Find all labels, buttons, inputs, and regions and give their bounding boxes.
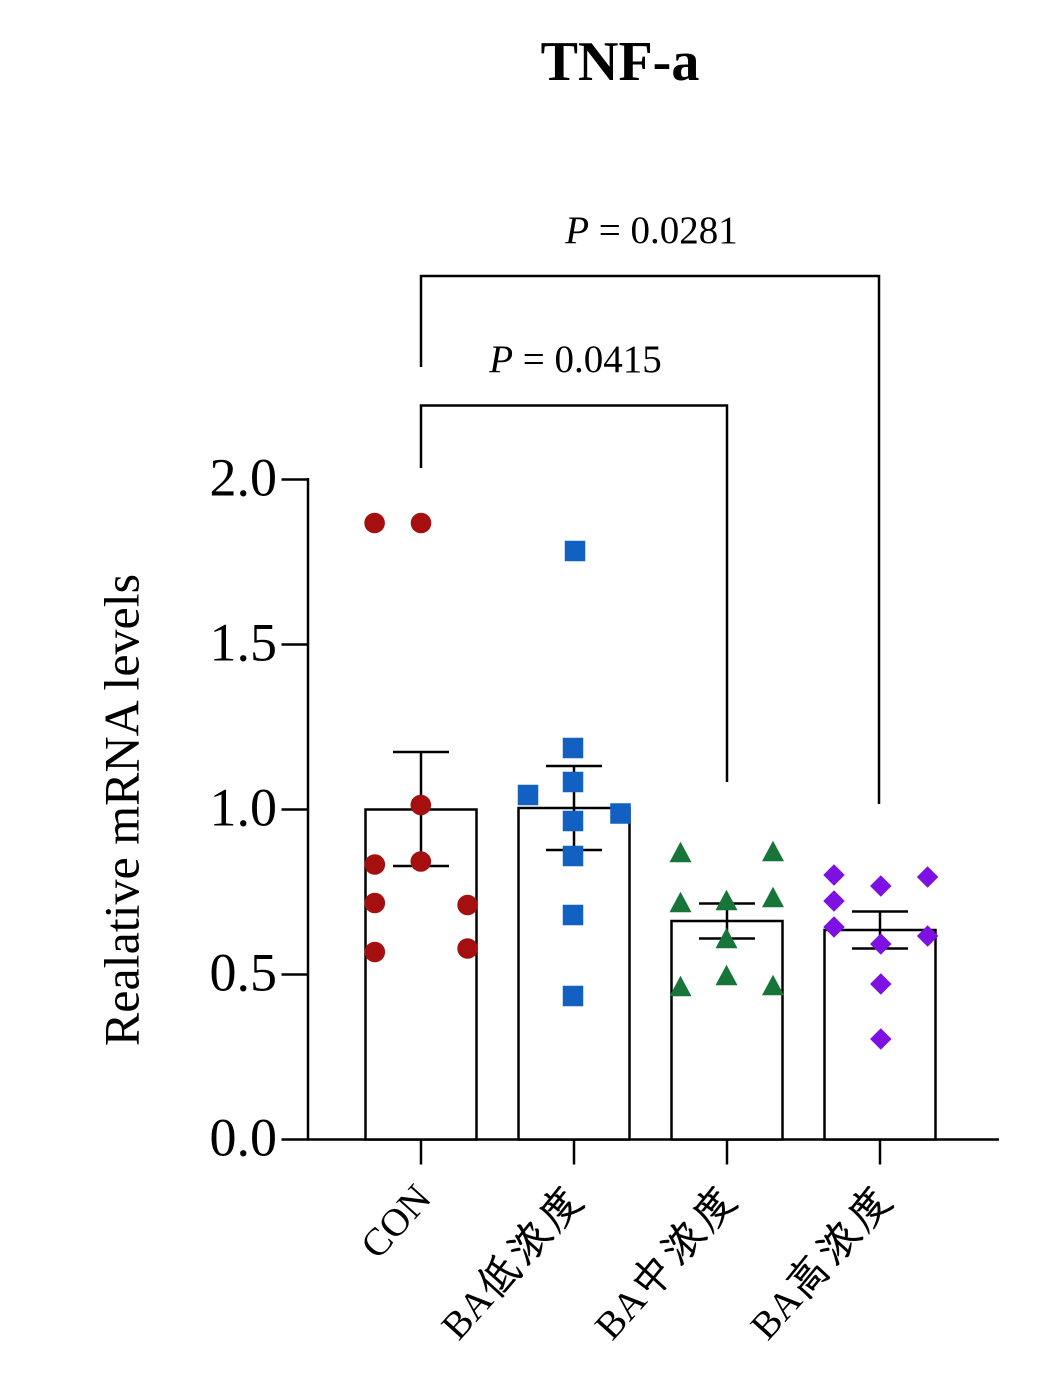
svg-text:P = 0.0415: P = 0.0415 bbox=[488, 338, 662, 381]
svg-text:P = 0.0281: P = 0.0281 bbox=[564, 209, 738, 252]
svg-text:Realative mRNA levels: Realative mRNA levels bbox=[94, 574, 150, 1046]
svg-text:1.0: 1.0 bbox=[210, 778, 278, 838]
svg-text:TNF-a: TNF-a bbox=[541, 31, 700, 93]
svg-text:1.5: 1.5 bbox=[210, 613, 278, 673]
svg-text:2.0: 2.0 bbox=[210, 448, 278, 508]
svg-text:0.5: 0.5 bbox=[210, 943, 278, 1003]
svg-text:0.0: 0.0 bbox=[210, 1108, 278, 1168]
